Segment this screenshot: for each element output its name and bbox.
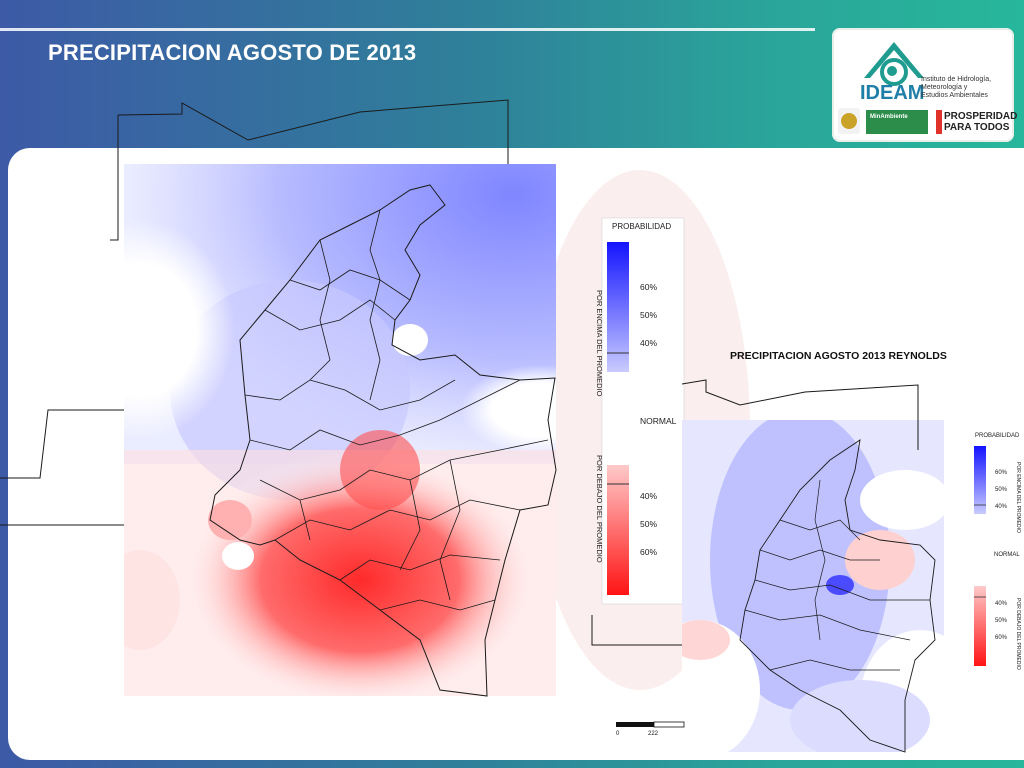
reynolds-below-tick-2: 50%: [995, 618, 1008, 624]
country-outline-main: [209, 184, 557, 697]
department-borders-reynolds: [744, 479, 930, 671]
reynolds-above-tick-3: 40%: [995, 504, 1008, 510]
ministry-label: MinAmbiente: [870, 114, 908, 120]
reynolds-legend-title: PROBABILIDAD: [975, 433, 1020, 439]
department-borders-main: [244, 209, 549, 611]
main-legend-below-tick-2: 50%: [640, 519, 658, 529]
scale-start-label: 0: [616, 731, 620, 737]
main-legend-above-tick-3: 40%: [640, 338, 658, 348]
main-legend-title: PROBABILIDAD: [612, 222, 672, 231]
main-legend-below-label: POR DEBAJO DEL PROMEDIO: [595, 455, 604, 563]
page-title: PRECIPITACION AGOSTO DE 2013: [48, 40, 417, 65]
reynolds-above-label: POR ENCIMA DEL PROMEDIO: [1015, 462, 1021, 533]
title-rule: [0, 28, 815, 31]
reynolds-map-raster: [682, 420, 944, 752]
reynolds-above-tick-1: 60%: [995, 470, 1008, 476]
legend-above-bar: [607, 242, 629, 372]
country-outline-reynolds: [739, 439, 936, 753]
logo-subtitle-1: Instituto de Hidrología,: [921, 76, 992, 83]
reynolds-legend: [974, 446, 986, 666]
scale-end-label: 222: [648, 731, 659, 737]
ideam-logo-icon: [838, 42, 942, 134]
legend-below-bar: [607, 465, 629, 595]
reynolds-above-tick-2: 50%: [995, 487, 1008, 493]
main-legend: [601, 217, 685, 605]
main-legend-below-tick-3: 60%: [640, 547, 658, 557]
main-legend-above-tick-1: 60%: [640, 282, 658, 292]
main-legend-normal: NORMAL: [640, 416, 677, 426]
reynolds-below-label: POR DEBAJO DEL PROMEDIO: [1015, 598, 1021, 670]
slogan-line-2: PARA TODOS: [944, 122, 1010, 133]
main-map-raster: [124, 164, 556, 696]
ideam-brand: IDEAM: [860, 82, 925, 104]
reynolds-below-tick-1: 40%: [995, 601, 1008, 607]
main-legend-below-tick-1: 40%: [640, 491, 658, 501]
logo-subtitle-2: Meteorología y: [921, 84, 968, 91]
main-legend-above-tick-2: 50%: [640, 310, 658, 320]
reynolds-map-title: PRECIPITACION AGOSTO 2013 REYNOLDS: [730, 350, 947, 362]
slogan-line-1: PROSPERIDAD: [944, 111, 1018, 122]
reynolds-below-tick-3: 60%: [995, 635, 1008, 641]
reynolds-normal: NORMAL: [994, 552, 1020, 558]
scale-bar: [616, 721, 685, 728]
main-legend-above-label: POR ENCIMA DEL PROMEDIO: [595, 290, 604, 397]
ideam-logo-card: IDEAM Instituto de Hidrología, Meteorolo…: [832, 28, 1018, 142]
logo-subtitle-3: Estudios Ambientales: [921, 92, 988, 99]
